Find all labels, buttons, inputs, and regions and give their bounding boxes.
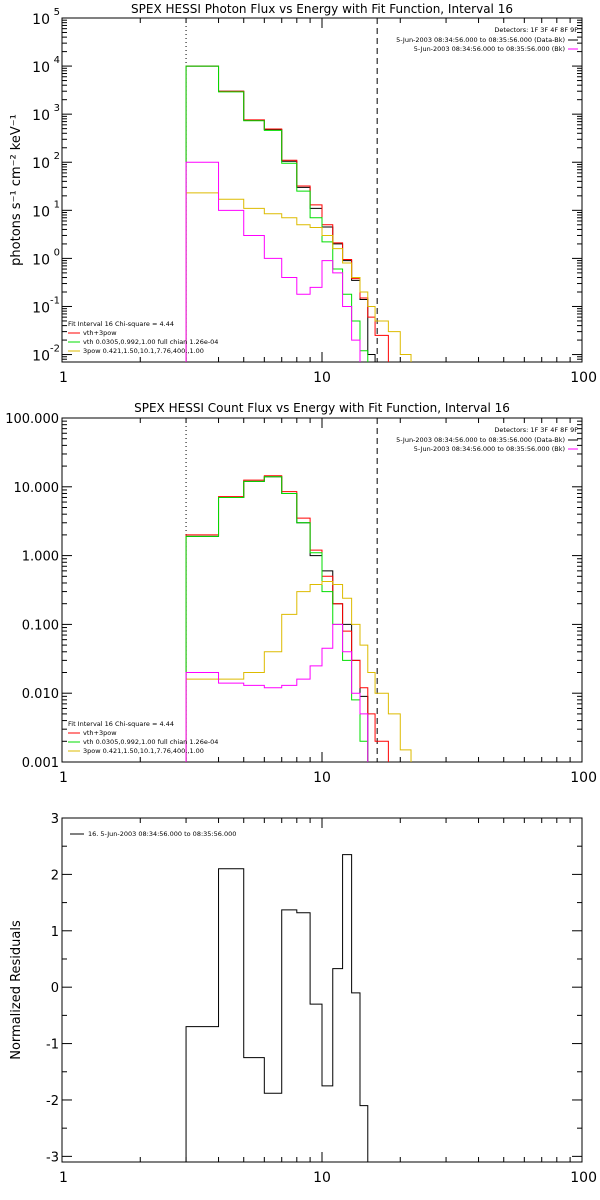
y-tick-label: 2	[51, 868, 59, 883]
y-tick-label: 0.100	[22, 618, 59, 633]
y-tick-exponent: 4	[54, 55, 60, 66]
series-bk	[185, 623, 369, 762]
y-tick-label: 10	[32, 156, 50, 172]
y-tick-label: 10.000	[14, 481, 60, 496]
plot-frame	[61, 817, 583, 1163]
x-tick-label: 100	[570, 1170, 597, 1186]
legend-entry: vth 0.0305,0.992,1.00 full chian 1.26e-0…	[83, 338, 218, 346]
data-layer	[185, 475, 412, 762]
legend-detectors: Detectors: 1F 3F 4F 8F 9F	[494, 426, 578, 434]
legend-entry: 3pow 0.421,1.50,10.1,7.76,400.,1.00	[83, 747, 204, 755]
legend-fit-header: Fit Interval 16 Chi-square = 4.44	[68, 720, 174, 728]
x-tick-label: 1	[59, 370, 68, 386]
series-vth-3pow	[185, 475, 389, 762]
legend-entry: 3pow 0.421,1.50,10.1,7.76,400.,1.00	[83, 347, 204, 355]
x-tick-label: 1	[59, 770, 68, 786]
series-3pow	[185, 581, 412, 762]
legend-detectors: Detectors: 1F 3F 4F 8F 9F	[494, 26, 578, 34]
y-axis-label: Normalized Residuals	[9, 920, 24, 1060]
y-tick-label: 100.000	[5, 412, 59, 427]
x-tick-label: 10	[313, 770, 331, 786]
legend-entry: 16. 5-Jun-2003 08:34:56.000 to 08:35:56.…	[88, 830, 236, 838]
chart-title: SPEX HESSI Photon Flux vs Energy with Fi…	[131, 2, 513, 16]
y-tick-exponent: 5	[54, 7, 60, 18]
plot-frame	[61, 17, 583, 363]
chart-1: SPEX HESSI Photon Flux vs Energy with Fi…	[9, 2, 597, 386]
x-tick-label: 1	[59, 1170, 68, 1186]
legend-fit-header: Fit Interval 16 Chi-square = 4.44	[68, 320, 174, 328]
y-tick-label: 3	[51, 812, 59, 827]
y-tick-label: 0.010	[22, 687, 59, 702]
y-tick-label: 1	[51, 925, 59, 940]
y-tick-label: 10	[32, 60, 50, 76]
legend-entry: vth 0.0305,0.992,1.00 full chian 1.26e-0…	[83, 738, 218, 746]
y-tick-base: 10	[32, 300, 50, 316]
chart-3: 1 10 100 -3 -2 -1 0 1 2 3 Normalized Residuals 16. …	[9, 812, 597, 1186]
y-tick-label: -3	[46, 1150, 59, 1165]
y-tick-label: 0.001	[22, 756, 59, 771]
series-residuals	[185, 854, 376, 1162]
series-data-bk	[185, 65, 376, 362]
y-tick-exponent: 0	[54, 247, 60, 258]
y-tick-label: 10	[32, 108, 50, 124]
series-vth	[185, 65, 369, 362]
y-axis-label: photons s⁻¹ cm⁻² keV⁻¹	[9, 114, 24, 266]
y-tick-base: 10	[32, 108, 50, 124]
data-layer	[185, 854, 376, 1162]
series-3pow	[185, 192, 412, 362]
x-tick-label: 10	[313, 370, 331, 386]
y-tick-label: -1	[46, 1038, 59, 1053]
series-data-bk	[185, 476, 369, 762]
series-bk	[185, 161, 361, 362]
y-tick-label: -2	[46, 1094, 59, 1109]
legend-entry: 5-Jun-2003 08:34:56.000 to 08:35:56.000 …	[396, 36, 565, 44]
y-tick-base: 10	[32, 12, 50, 28]
y-tick-label: 10	[32, 252, 50, 268]
series-vth-3pow	[185, 65, 389, 362]
y-tick-base: 10	[32, 60, 50, 76]
y-tick-exponent: -2	[50, 344, 60, 355]
chart-title: SPEX HESSI Count Flux vs Energy with Fit…	[134, 401, 510, 415]
y-tick-base: 10	[32, 349, 50, 365]
legend-entry: vth+3pow	[83, 329, 117, 337]
data-layer	[185, 65, 412, 362]
series-vth	[185, 476, 369, 762]
y-tick-label: 10	[32, 300, 50, 316]
y-tick-label: 10	[32, 204, 50, 220]
y-tick-exponent: 2	[54, 151, 60, 162]
x-tick-label: 100	[570, 770, 597, 786]
x-tick-label: 10	[313, 1170, 331, 1186]
y-tick-base: 10	[32, 252, 50, 268]
y-tick-label: 10	[32, 349, 50, 365]
y-tick-base: 10	[32, 204, 50, 220]
y-tick-label: 10	[32, 12, 50, 28]
legend-entry: 5-Jun-2003 08:34:56.000 to 08:35:56.000 …	[414, 445, 565, 453]
y-tick-exponent: 3	[54, 103, 60, 114]
y-tick-label: 0	[51, 981, 59, 996]
y-tick-label: 1.000	[22, 550, 59, 565]
legend-entry: vth+3pow	[83, 729, 117, 737]
legend-entry: 5-Jun-2003 08:34:56.000 to 08:35:56.000 …	[414, 45, 565, 53]
y-tick-base: 10	[32, 156, 50, 172]
legend-entry: 5-Jun-2003 08:34:56.000 to 08:35:56.000 …	[396, 436, 565, 444]
chart-2: SPEX HESSI Count Flux vs Energy with Fit…	[5, 401, 597, 786]
x-tick-label: 100	[570, 370, 597, 386]
y-tick-exponent: 1	[54, 199, 60, 210]
y-tick-exponent: -1	[50, 295, 60, 306]
